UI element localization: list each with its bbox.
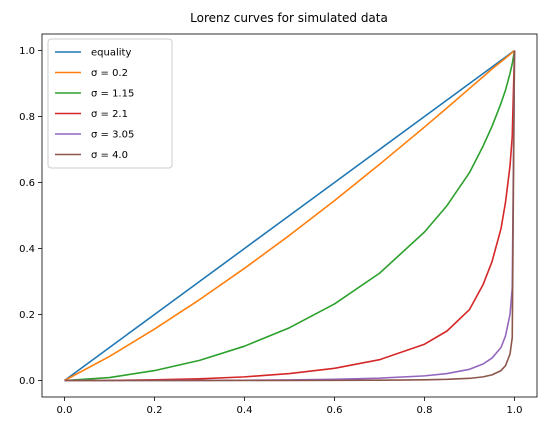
legend-label-4: σ = 3.05 [91, 130, 134, 141]
x-tick-label: 1.0 [507, 405, 523, 416]
legend-label-1: σ = 0.2 [91, 68, 128, 79]
series-line-2 [64, 50, 516, 382]
y-tick-label: 0.2 [19, 310, 35, 321]
series-layer [64, 49, 516, 382]
x-tick-label: 0.2 [147, 405, 163, 416]
y-tick-label: 0.0 [19, 376, 35, 387]
y-tick-label: 0.8 [19, 112, 35, 123]
x-tick-label: 0.8 [417, 405, 433, 416]
series-line-5 [64, 50, 516, 382]
legend-label-5: σ = 4.0 [91, 150, 128, 161]
series-line-3 [64, 50, 516, 382]
x-tick-label: 0.4 [237, 405, 253, 416]
legend-label-2: σ = 1.15 [91, 89, 134, 100]
x-tick-label: 0.0 [57, 405, 73, 416]
y-tick-label: 0.4 [19, 244, 35, 255]
y-tick-label: 1.0 [19, 46, 35, 57]
axis-layer: 0.0 0.2 0.4 0.6 0.8 1.0 0.0 0.2 0.4 0.6 0.8 1.0 [19, 46, 522, 416]
x-tick-label: 0.6 [327, 405, 343, 416]
legend-label-3: σ = 2.1 [91, 109, 128, 120]
legend-box [47, 38, 173, 169]
legend-label-0: equality [91, 48, 131, 59]
legend: equality σ = 0.2 σ = 1.15 σ = 2.1 σ = 3.05 σ … [47, 38, 173, 169]
y-tick-label: 0.6 [19, 178, 35, 189]
series-line-1 [64, 49, 516, 382]
chart-title: Lorenz curves for simulated data [190, 11, 388, 25]
